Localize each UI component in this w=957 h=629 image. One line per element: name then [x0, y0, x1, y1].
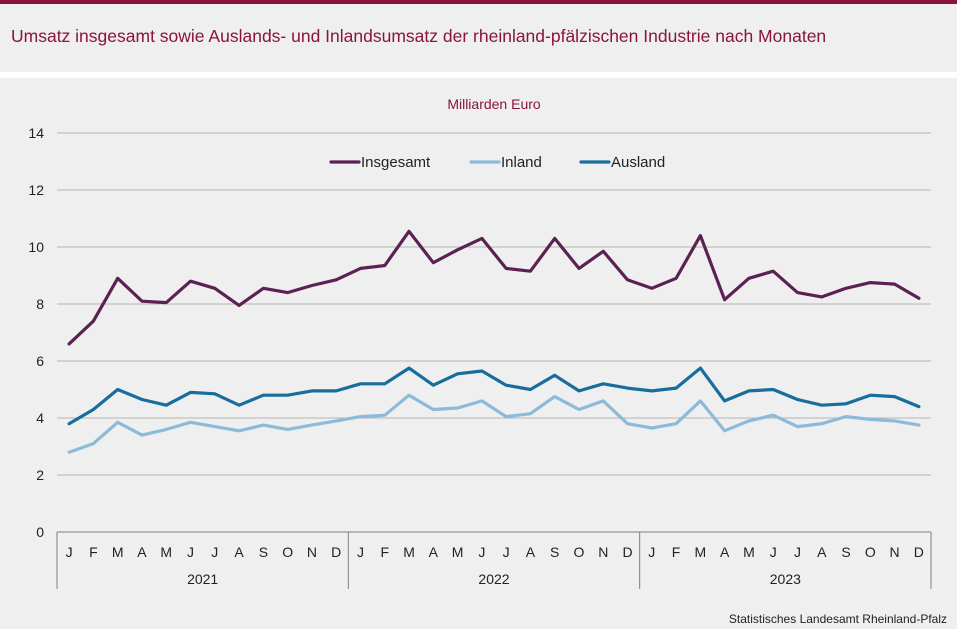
- x-tick-label-month: S: [550, 544, 559, 560]
- x-tick-label-month: O: [282, 544, 293, 560]
- x-tick-label-month: N: [890, 544, 900, 560]
- x-tick-label-month: M: [160, 544, 172, 560]
- x-tick-label-month: M: [112, 544, 124, 560]
- x-tick-label-month: O: [865, 544, 876, 560]
- y-tick-label-2: 2: [36, 467, 44, 483]
- year-label-2022: 2022: [478, 571, 509, 587]
- x-tick-label-month: A: [137, 544, 147, 560]
- x-tick-label-month: D: [914, 544, 924, 560]
- x-tick-label-month: F: [380, 544, 389, 560]
- x-tick-label-month: J: [503, 544, 510, 560]
- x-tick-label-month: F: [89, 544, 98, 560]
- x-tick-label-month: M: [452, 544, 464, 560]
- y-tick-label-8: 8: [36, 296, 44, 312]
- x-tick-label-month: J: [478, 544, 485, 560]
- legend-label-inland: Inland: [501, 154, 542, 171]
- y-tick-label-0: 0: [36, 524, 44, 540]
- x-tick-label-month: J: [211, 544, 218, 560]
- x-tick-label-month: A: [817, 544, 827, 560]
- series-line-insgesamt: [67, 229, 921, 346]
- x-tick-label-month: O: [574, 544, 585, 560]
- x-tick-label-month: M: [743, 544, 755, 560]
- top-accent-bar: [0, 0, 957, 4]
- page-title: Umsatz insgesamt sowie Auslands- und Inl…: [11, 26, 827, 46]
- x-tick-label-month: D: [622, 544, 632, 560]
- x-tick-label-month: N: [598, 544, 608, 560]
- x-tick-label-month: J: [770, 544, 777, 560]
- series-line-ausland: [67, 366, 921, 426]
- x-tick-label-month: A: [720, 544, 730, 560]
- series-line-inland: [67, 393, 921, 454]
- y-tick-label-6: 6: [36, 353, 44, 369]
- x-tick-label-month: S: [259, 544, 268, 560]
- x-tick-label-month: M: [695, 544, 707, 560]
- x-tick-label-month: A: [429, 544, 439, 560]
- source-credit: Statistisches Landesamt Rheinland-Pfalz: [728, 612, 947, 626]
- x-tick-label-month: N: [307, 544, 317, 560]
- y-tick-label-10: 10: [28, 239, 44, 255]
- x-tick-label-month: D: [331, 544, 341, 560]
- chart-unit-label: Milliarden Euro: [447, 96, 541, 112]
- x-tick-label-month: J: [66, 544, 73, 560]
- x-tick-label-month: J: [648, 544, 655, 560]
- x-tick-label-month: A: [234, 544, 244, 560]
- year-label-2023: 2023: [770, 571, 801, 587]
- y-tick-label-12: 12: [28, 182, 44, 198]
- x-tick-label-month: S: [841, 544, 850, 560]
- x-tick-label-month: J: [357, 544, 364, 560]
- x-tick-label-month: J: [187, 544, 194, 560]
- x-tick-label-month: A: [526, 544, 536, 560]
- y-tick-label-14: 14: [28, 125, 44, 141]
- legend-label-insgesamt: Insgesamt: [361, 154, 431, 171]
- x-tick-label-month: F: [672, 544, 681, 560]
- year-label-2021: 2021: [187, 571, 218, 587]
- x-tick-label-month: M: [403, 544, 415, 560]
- y-tick-label-4: 4: [36, 410, 44, 426]
- legend-label-ausland: Ausland: [611, 154, 665, 171]
- x-tick-label-month: J: [794, 544, 801, 560]
- title-separator: [0, 72, 957, 78]
